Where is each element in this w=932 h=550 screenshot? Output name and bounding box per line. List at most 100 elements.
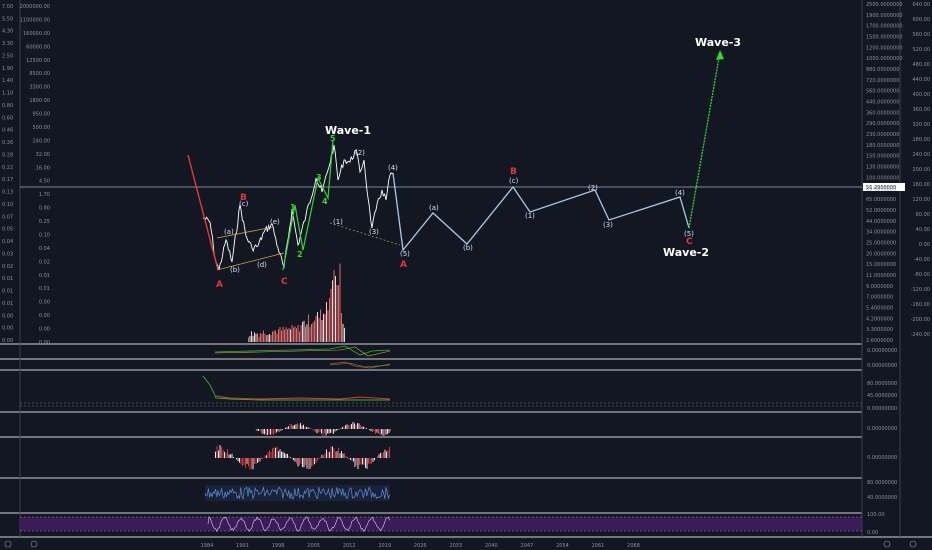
wave-3-projection-line (688, 51, 721, 229)
histogram-bar-upper (280, 429, 282, 431)
green-5-label: 5 (330, 134, 336, 143)
indicator-pane-2 (329, 361, 391, 369)
volume-bar (255, 333, 257, 342)
histogram-bar-lower (218, 450, 219, 458)
price-series-line (202, 144, 394, 271)
histogram-bar-lower (239, 458, 240, 463)
histogram-bar-upper (315, 429, 316, 432)
dashed-trend-line (329, 222, 401, 246)
volume-bar (294, 326, 296, 342)
right-outer-tick: 20.0000000 (866, 251, 896, 257)
volume-bar (318, 317, 320, 342)
volume-bar (260, 332, 261, 342)
histogram-bar-upper (273, 429, 274, 435)
left-inner-tick: 8500.00 (29, 71, 50, 77)
histogram-bar-lower (224, 451, 225, 458)
histogram-bar-upper (258, 429, 259, 431)
histogram-bar-lower (227, 449, 228, 458)
histogram-bar-upper (370, 429, 372, 432)
help-icon[interactable] (30, 540, 38, 548)
histogram-bar-lower (363, 458, 365, 465)
volume-bar (269, 334, 270, 342)
left-inner-tick: 0.00 (39, 340, 50, 346)
volume-bar (266, 335, 267, 342)
histogram-bar-upper (297, 423, 298, 429)
volume-bar (251, 331, 252, 342)
price-2-label: (2) (355, 149, 365, 157)
right-inner-tick: 480.00 (913, 62, 931, 68)
indicator-pane-3 (20, 375, 862, 407)
pane-label-p4c: 0.00000000 (867, 406, 897, 412)
histogram-bar-lower (302, 458, 303, 468)
histogram-bar-lower (314, 458, 315, 465)
fit-icon[interactable] (909, 540, 917, 548)
histogram-bar-lower (299, 458, 300, 466)
histogram-bar-lower (251, 458, 252, 470)
volume-bar (299, 331, 300, 342)
left-inner-tick: 950.00 (33, 112, 51, 118)
right-outer-tick: 2500.0000000 (866, 2, 903, 8)
histogram-bar-lower (248, 458, 249, 467)
pane-label-p4b: 45.0000000 (867, 393, 897, 399)
left-inner-tick: 60000.00 (26, 44, 50, 50)
histogram-bar-upper (358, 423, 360, 429)
zoom-icon[interactable] (883, 540, 891, 548)
volume-bar (273, 330, 275, 342)
histogram-bar-upper (321, 429, 322, 434)
volume-bar (332, 280, 333, 342)
histogram-bar-upper (288, 426, 289, 429)
right-outer-tick: 1500.0000000 (866, 35, 903, 41)
left-axis-tick: 0.00 (2, 326, 13, 332)
histogram-bar-lower (249, 458, 251, 470)
histogram-bar-lower (303, 458, 305, 468)
triangle-lower-line (216, 252, 285, 271)
histogram-bar-upper (267, 429, 268, 435)
volume-bar (326, 302, 327, 342)
histogram-bar-lower (296, 458, 297, 464)
right-inner-tick: -40.00 (914, 257, 930, 263)
right-outer-tick: 2.6000000 (866, 338, 893, 344)
left-axis-tick: 0.01 (2, 301, 13, 307)
histogram-bar-upper (270, 429, 271, 435)
histogram-bar-upper (328, 429, 330, 434)
wave-2-label: Wave-2 (663, 246, 709, 259)
histogram-bar-lower (362, 458, 363, 465)
histogram-bar-lower (359, 458, 360, 465)
right-outer-tick: 11.0000000 (866, 273, 896, 279)
histogram-bar-upper (390, 429, 391, 432)
future-2-label: (2) (588, 184, 598, 192)
histogram-bar-lower (219, 445, 221, 458)
histogram-bar-upper (387, 429, 388, 435)
volume-bar (335, 275, 336, 342)
histogram-bar-lower (339, 453, 341, 458)
volume-bar (308, 314, 309, 342)
x-axis-labels: 1984 1991 1998 2005 2012 2019 2026 2033 2040 2047… (201, 543, 640, 549)
left-axis-tick: 0.10 (2, 202, 13, 208)
right-inner-tick: 440.00 (913, 77, 931, 83)
settings-icon[interactable] (4, 540, 12, 548)
histogram-bar-lower (267, 452, 269, 458)
x-axis-tick: 2047 (521, 543, 534, 549)
histogram-bar-upper (388, 429, 390, 433)
wave-a2-label: A (400, 260, 407, 270)
left-inner-tick: 12500.00 (26, 58, 50, 64)
histogram-bar-upper (265, 429, 267, 436)
right-outer-tick: 7.0000000 (866, 295, 893, 301)
histogram-bar-upper (306, 426, 307, 429)
histogram-bar-lower (276, 446, 278, 458)
right-inner-tick: -160.00 (911, 302, 930, 308)
volume-bar (314, 320, 315, 342)
left-inner-tick: 0.00 (39, 300, 50, 306)
wave-c1-label: C (281, 277, 288, 287)
pane-label-p7a: 80.0000000 (867, 480, 897, 486)
histogram-bar-lower (231, 453, 233, 458)
histogram-bar-lower (221, 446, 222, 458)
histogram-bar-lower (306, 458, 308, 469)
price-level-tag (863, 183, 905, 191)
histogram-bar-lower (323, 455, 324, 458)
left-axis-tick: 4.30 (2, 29, 13, 35)
histogram-bar-lower (335, 451, 336, 458)
histogram-bar-upper (376, 429, 378, 433)
left-axis-tick: 0.36 (2, 140, 13, 146)
